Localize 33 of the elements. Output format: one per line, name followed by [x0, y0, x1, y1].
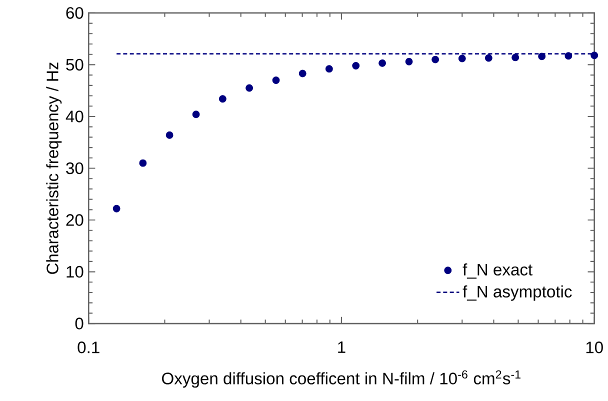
point — [432, 56, 440, 64]
legend-label: f_N asymptotic — [462, 285, 572, 301]
point — [139, 159, 147, 167]
x-axis-title: Oxygen diffusion coefficent in N-film / 10$^{-6}$ cm$^{2}$s$^{-1}$ — [162, 370, 520, 388]
y-tick-label: 60 — [66, 6, 84, 19]
point — [538, 52, 546, 60]
y-tick-label: 10 — [66, 266, 84, 278]
point — [272, 76, 280, 84]
point — [218, 95, 226, 102]
point — [298, 70, 306, 78]
y-tick-label: 30 — [66, 162, 84, 174]
point — [166, 131, 174, 139]
point — [484, 54, 492, 62]
point — [246, 84, 254, 92]
point — [352, 62, 360, 70]
y-tick-label: 20 — [66, 214, 84, 226]
point — [458, 54, 466, 62]
point — [512, 54, 520, 62]
x-tick-label: 0.1 — [78, 341, 100, 354]
point — [378, 59, 386, 67]
x-tick-label: 10 — [586, 341, 603, 354]
y-axis-title: Characteristic frequency / Hz — [46, 62, 62, 274]
point — [112, 204, 120, 212]
point — [405, 58, 413, 66]
x-tick-label: 1 — [338, 341, 346, 353]
point — [192, 110, 200, 118]
y-tick-label: 50 — [66, 58, 84, 70]
legend-label: f_N exact — [462, 263, 532, 279]
point — [590, 52, 598, 60]
point — [325, 65, 333, 72]
y-tick-label: 0 — [75, 318, 84, 330]
y-tick-label: 40 — [66, 110, 84, 122]
point — [564, 52, 572, 60]
